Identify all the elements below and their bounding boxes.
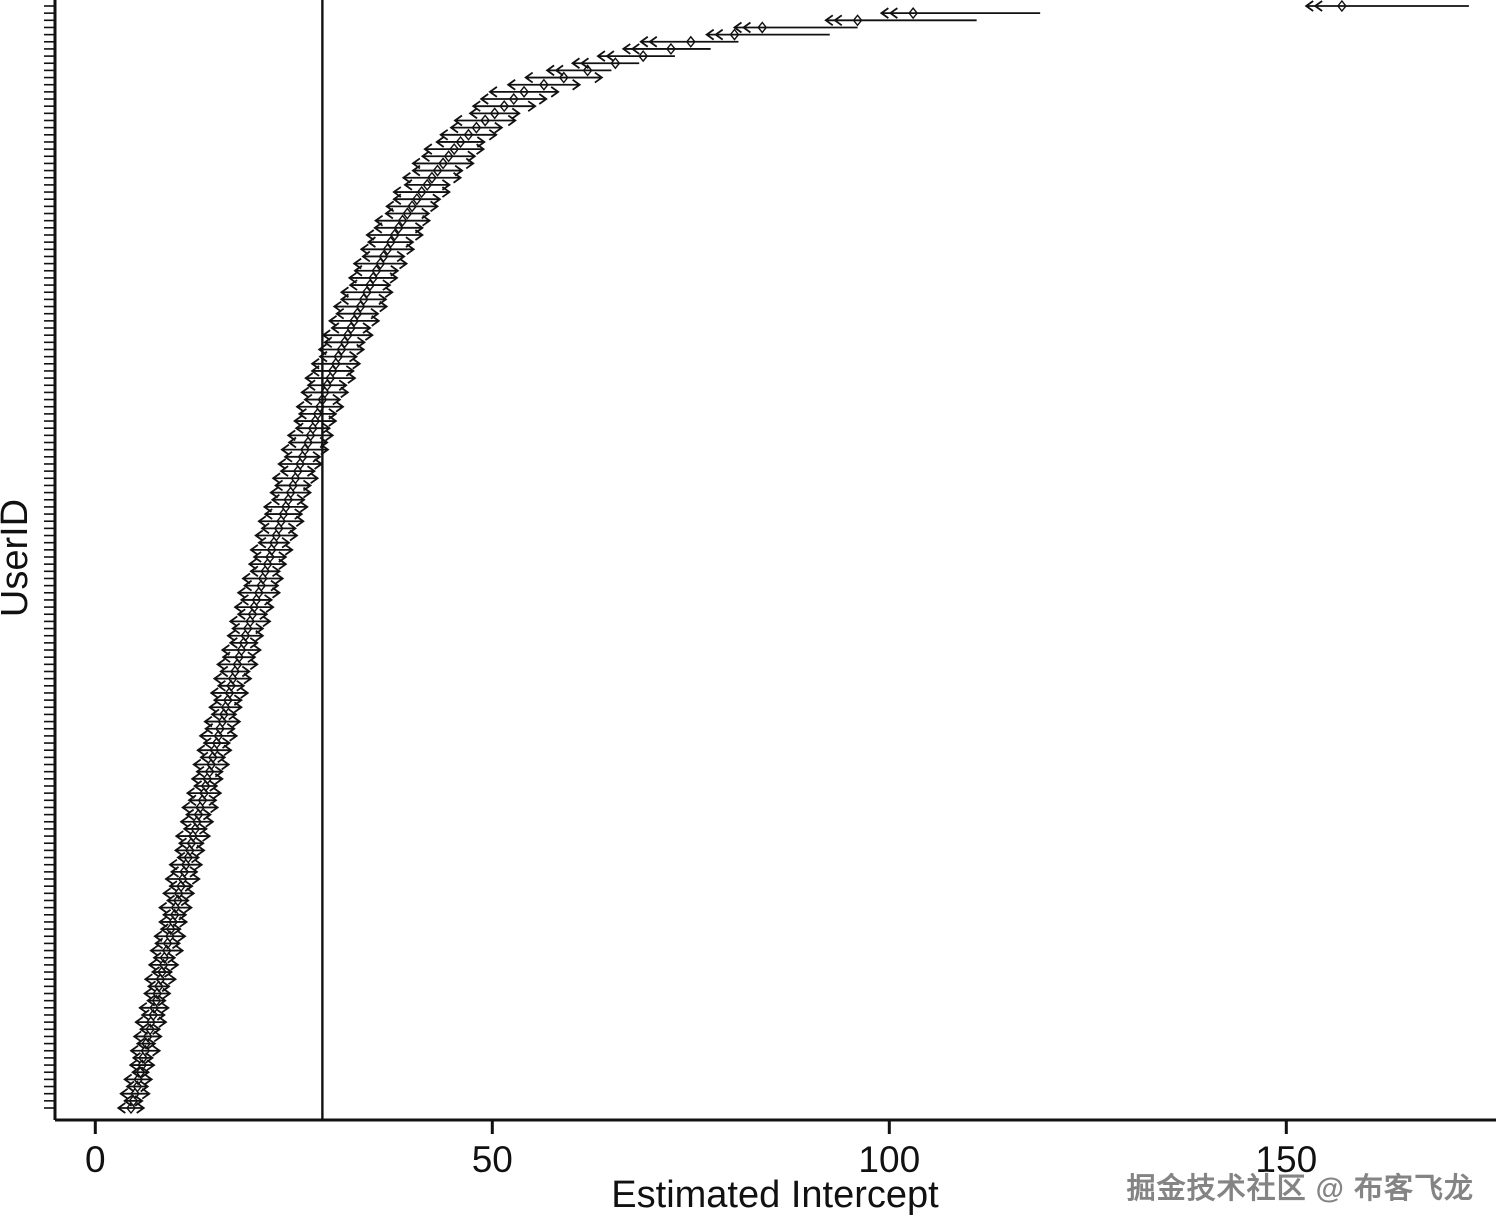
x-tick-label: 50	[472, 1139, 513, 1180]
y-axis-ticks	[44, 5, 55, 1109]
x-axis-ticks: 0 50 100 150	[85, 1120, 1317, 1180]
x-tick-label: 100	[858, 1139, 920, 1180]
x-axis-title: Estimated Intercept	[611, 1174, 939, 1216]
watermark-text: 掘金技术社区 @ 布客飞龙	[1126, 1173, 1474, 1205]
y-axis-title: UserID	[0, 499, 36, 617]
x-tick-label: 0	[85, 1139, 106, 1180]
data-points	[116, 0, 1469, 1115]
x-tick-label: 150	[1255, 1139, 1317, 1180]
